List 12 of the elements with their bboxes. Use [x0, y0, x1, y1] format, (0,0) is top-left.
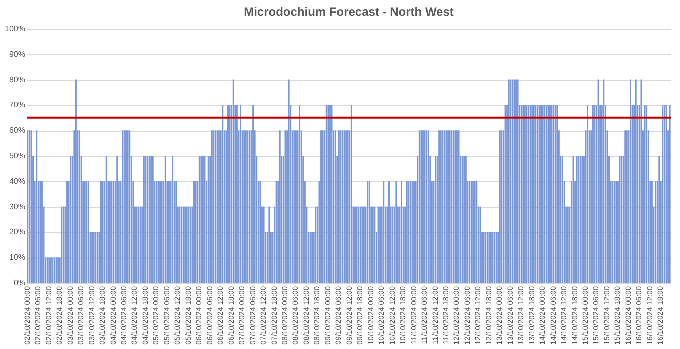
y-tick-label: 40% — [9, 176, 26, 186]
chart-title: Microdochium Forecast - North West — [244, 5, 454, 19]
y-tick-label: 60% — [9, 126, 26, 136]
y-tick-label: 10% — [9, 253, 26, 262]
y-tick-label: 90% — [9, 50, 26, 59]
y-tick-label: 100% — [5, 24, 26, 34]
y-tick-label: 70% — [9, 100, 26, 110]
y-tick-label: 80% — [9, 75, 26, 84]
y-tick-label: 0% — [14, 278, 26, 288]
y-tick-label: 50% — [9, 152, 26, 160]
y-tick-label: 30% — [9, 202, 26, 212]
y-tick-label: 20% — [9, 228, 26, 237]
